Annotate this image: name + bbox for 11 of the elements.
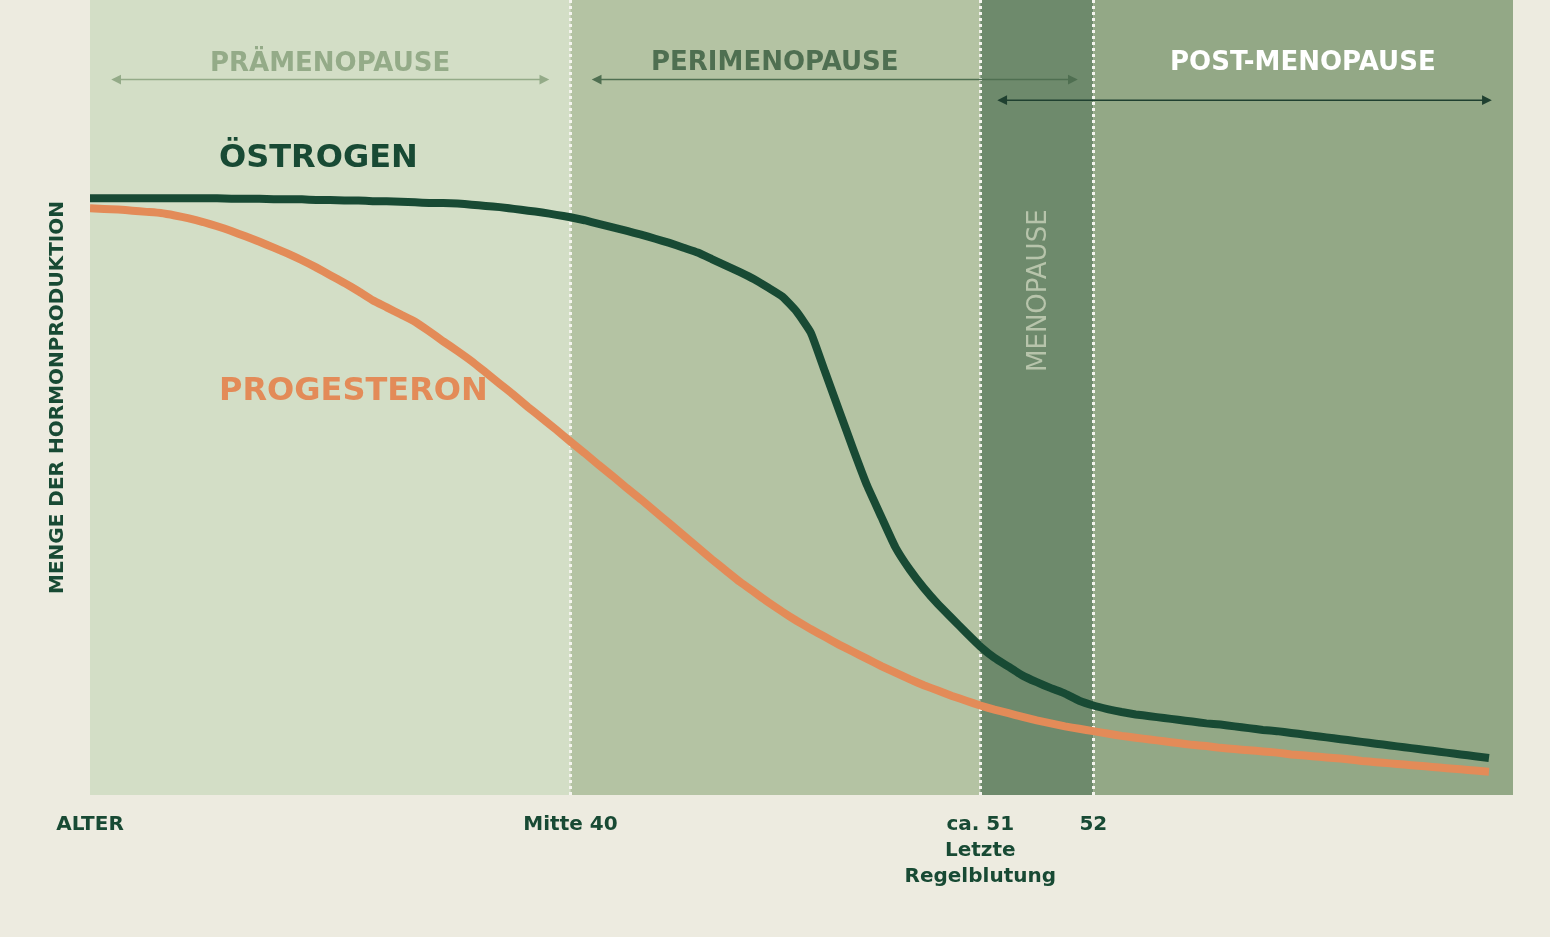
x-tick-label: Mitte 40 (523, 811, 618, 835)
y-axis-title: MENGE DER HORMONPRODUKTION (43, 201, 68, 594)
x-tick-label: ca. 51 Letzte Regelblutung (904, 811, 1056, 887)
band-label: PRÄMENOPAUSE (210, 46, 451, 77)
band-label: PERIMENOPAUSE (651, 46, 899, 76)
series-label: PROGESTERON (219, 370, 488, 408)
band-label: MENOPAUSE (1021, 209, 1052, 372)
text: POST-MENOPAUSE (1170, 46, 1436, 76)
series-label: ÖSTROGEN (219, 137, 418, 175)
x-tick-label: ALTER (56, 811, 124, 835)
x-tick-label: 52 (1079, 811, 1108, 835)
